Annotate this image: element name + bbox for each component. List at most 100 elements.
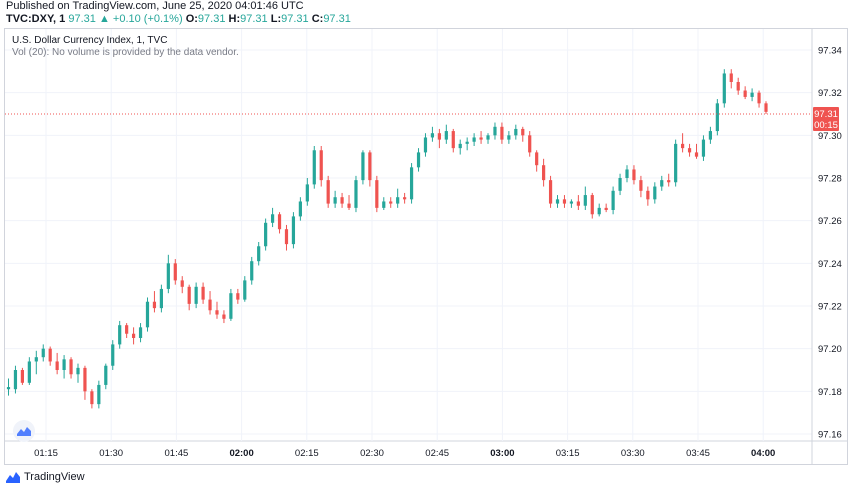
candle-body — [69, 359, 73, 375]
candle-body — [757, 92, 761, 104]
high-label: H: — [228, 13, 241, 25]
candle-body — [548, 180, 553, 204]
candle-body — [194, 286, 198, 304]
y-tick-label: 97.26 — [818, 216, 842, 227]
candle-body — [708, 131, 713, 140]
candle-body — [514, 128, 518, 136]
candle-body — [159, 288, 163, 309]
y-tick-label: 97.32 — [818, 88, 842, 99]
candle-body — [653, 186, 657, 200]
x-tick-label: 02:15 — [295, 448, 319, 459]
candle-body — [90, 391, 94, 405]
candle-body — [340, 197, 344, 204]
candle-body — [444, 131, 448, 140]
candle-body — [618, 178, 622, 191]
candle-body — [62, 359, 66, 370]
candle-body — [507, 135, 511, 140]
candle-body — [111, 344, 115, 366]
candle-body — [20, 370, 24, 383]
open-value: 97.31 — [197, 13, 226, 25]
candle-body — [479, 137, 483, 140]
candle-body — [604, 207, 608, 210]
candle-body — [368, 152, 372, 181]
candle-body — [743, 90, 747, 97]
candle-body — [597, 207, 601, 215]
candle-body — [729, 73, 733, 82]
x-tick-label: 01:15 — [34, 448, 58, 459]
candle-body — [270, 214, 275, 223]
high-value: 97.31 — [240, 13, 268, 25]
tradingview-watermark-icon[interactable] — [13, 420, 35, 442]
candle-body — [97, 384, 101, 405]
candle-body — [298, 201, 302, 217]
candle-body — [215, 310, 219, 315]
x-tick-label: 01:30 — [99, 448, 123, 459]
candle-body — [681, 143, 685, 149]
candle-body — [521, 128, 525, 136]
x-tick-label: 02:45 — [425, 448, 449, 459]
candle-body — [493, 126, 497, 136]
candle-body — [13, 370, 18, 390]
candle-body — [354, 180, 358, 208]
candle-body — [277, 214, 282, 230]
candle-body — [55, 361, 59, 370]
candle-body — [403, 197, 407, 200]
candle-body — [257, 246, 261, 262]
close-value: 97.31 — [323, 13, 351, 25]
x-tick-label: 03:00 — [490, 448, 514, 459]
candle-body — [326, 180, 330, 204]
candle-body — [41, 348, 45, 358]
candle-body — [437, 133, 441, 140]
candle-body — [416, 152, 421, 168]
x-tick-label: 01:45 — [165, 448, 189, 459]
candle-body — [722, 73, 726, 104]
candle-body — [131, 333, 136, 338]
last-price-badge — [813, 107, 839, 131]
y-tick-label: 97.16 — [818, 430, 842, 441]
candle-body — [583, 195, 587, 206]
footer-brand[interactable]: TradingView — [6, 469, 85, 485]
candle-body — [458, 143, 462, 149]
candle-body — [542, 165, 546, 181]
candle-body — [243, 280, 247, 300]
candle-body — [201, 286, 205, 300]
candle-body — [229, 293, 233, 319]
candle-body — [208, 299, 212, 311]
last-price: 97.31 — [68, 13, 96, 25]
candle-body — [500, 126, 504, 140]
candle-body — [104, 365, 108, 385]
symbol-label: TVC:DXY, 1 — [6, 13, 66, 25]
candle-body — [528, 135, 532, 153]
candle-body — [27, 361, 31, 383]
candle-body — [562, 199, 567, 204]
y-tick-label: 97.24 — [818, 259, 842, 270]
candle-body — [125, 325, 129, 334]
candle-body — [660, 180, 664, 187]
change-value: +0.10 (+0.1%) — [112, 13, 183, 25]
candle-body — [250, 261, 254, 281]
low-value: 97.31 — [281, 13, 309, 25]
candle-body — [222, 314, 226, 319]
last-price-badge-value: 97.31 — [814, 109, 838, 120]
y-tick-label: 97.18 — [818, 387, 842, 398]
candle-body — [423, 137, 428, 153]
candle-body — [166, 263, 170, 289]
open-label: O: — [185, 13, 198, 25]
candle-body — [389, 201, 393, 204]
candle-body — [145, 301, 150, 328]
candle-body — [347, 203, 351, 208]
candle-body — [83, 367, 87, 392]
candle-body — [6, 387, 11, 390]
close-label: C: — [311, 13, 324, 25]
candle-body — [764, 103, 768, 112]
candle-body — [687, 148, 692, 153]
candle-body — [472, 137, 476, 142]
x-tick-label: 03:45 — [686, 448, 710, 459]
published-note: Published on TradingView.com, June 25, 2… — [6, 0, 304, 12]
candle-body — [375, 180, 379, 208]
candle-body — [465, 141, 469, 144]
chart-legend-title: U.S. Dollar Currency Index, 1, TVC — [12, 35, 168, 46]
y-tick-label: 97.28 — [818, 174, 842, 185]
footer-brand-label: TradingView — [24, 471, 85, 483]
